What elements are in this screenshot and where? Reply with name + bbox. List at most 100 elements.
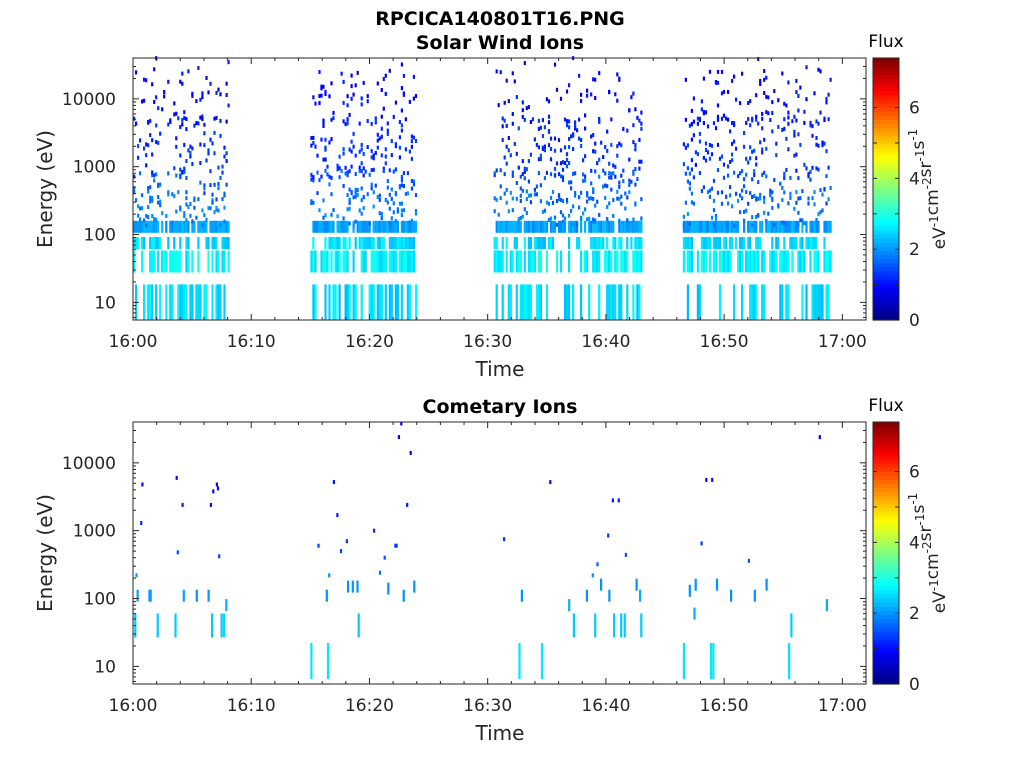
solar-wind-ions-flux-cell [725, 116, 728, 121]
solar-wind-ions-flux-cell [716, 168, 720, 173]
solar-wind-ions-flux-cell [501, 116, 504, 121]
solar-wind-ions-flux-cell [225, 220, 228, 233]
solar-wind-ions-flux-cell [360, 102, 363, 107]
solar-wind-ions-flux-cell [757, 57, 760, 61]
solar-wind-ions-flux-cell [698, 131, 701, 136]
cometary-ions-colorbar-swatch [873, 499, 899, 505]
solar-wind-ions-flux-cell [410, 134, 413, 139]
cometary-ions-colorbar-frame [872, 421, 900, 685]
solar-wind-ions-flux-cell [408, 237, 411, 249]
solar-wind-ions-flux-cell [823, 141, 826, 146]
solar-wind-ions-flux-cell [731, 141, 734, 146]
solar-wind-ions-flux-cell [404, 237, 407, 249]
solar-wind-ions-flux-cell [378, 197, 381, 202]
cometary-ions-colorbar-swatch [873, 638, 899, 644]
solar-wind-ions-flux-cell [557, 193, 561, 198]
solar-wind-ions-flux-cell [137, 155, 140, 160]
solar-wind-ions-flux-cell [314, 284, 317, 321]
cometary-ions-flux-cell [700, 541, 703, 546]
solar-wind-ions-flux-cell [310, 177, 313, 182]
solar-wind-ions-flux-cell [328, 140, 331, 145]
solar-wind-ions-flux-cell [797, 94, 800, 98]
cometary-ions-colorbar-swatch [873, 618, 899, 624]
solar-wind-ions-flux-cell [149, 199, 152, 204]
solar-wind-ions-flux-cell [570, 208, 573, 213]
cometary-ions-flux-cell [613, 613, 616, 638]
cometary-ions-flux-cell [705, 477, 708, 482]
solar-wind-ions-flux-cell [368, 221, 371, 226]
solar-wind-ions-flux-cell [139, 206, 142, 211]
solar-wind-ions-flux-cell [533, 192, 536, 197]
solar-wind-ions-flux-cell [614, 237, 617, 249]
solar-wind-ions-flux-cell [580, 144, 583, 148]
cometary-ions-y-tick-label: 1000 [73, 522, 116, 542]
solar-wind-ions-flux-cell [392, 210, 395, 215]
solar-wind-ions-flux-cell [330, 175, 333, 180]
solar-wind-ions-flux-cell [574, 220, 577, 233]
solar-wind-ions-flux-cell [586, 93, 589, 98]
cometary-ions-colorbar-swatch [873, 520, 899, 525]
solar-wind-ions-flux-cell [773, 222, 776, 227]
solar-wind-ions-flux-cell [328, 284, 331, 321]
solar-wind-ions-flux-cell [523, 117, 526, 122]
solar-wind-ions-flux-cell [370, 284, 373, 321]
solar-wind-ions-flux-cell [535, 192, 538, 197]
cometary-ions-flux-cell [400, 421, 403, 426]
solar-wind-ions-flux-cell [501, 250, 504, 273]
solar-wind-ions-flux-cell [753, 148, 756, 153]
solar-wind-ions-flux-cell [549, 172, 553, 177]
solar-wind-ions-flux-cell [153, 250, 156, 273]
solar-wind-ions-flux-cell [775, 141, 778, 146]
solar-wind-ions-flux-cell [155, 217, 158, 222]
solar-wind-ions-flux-cell [749, 220, 752, 233]
cometary-ions-flux-cell [596, 562, 599, 567]
solar-wind-ions-flux-cell [739, 250, 742, 273]
solar-wind-ions-flux-cell [783, 220, 786, 233]
solar-wind-ions-flux-cell [227, 103, 230, 108]
solar-wind-ions-flux-cell [729, 193, 732, 198]
solar-wind-ions-flux-cell [372, 237, 375, 249]
solar-wind-ions-flux-cell [688, 181, 691, 186]
solar-wind-ions-flux-cell [151, 173, 154, 178]
solar-wind-ions-flux-cell [763, 137, 766, 142]
solar-wind-ions-flux-cell [610, 220, 613, 233]
solar-wind-ions-flux-cell [378, 237, 381, 249]
solar-wind-ions-flux-cell [328, 182, 331, 187]
solar-wind-ions-flux-cell [606, 237, 609, 249]
solar-wind-ions-flux-cell [592, 187, 595, 192]
solar-wind-ions-flux-cell [350, 164, 353, 169]
solar-wind-ions-flux-cell [700, 250, 703, 273]
solar-wind-ions-flux-cell [163, 90, 166, 94]
solar-wind-ions-colorbar-swatch [873, 119, 899, 125]
solar-wind-ions-flux-cell [414, 284, 418, 321]
solar-wind-ions-flux-cell [694, 220, 697, 233]
solar-wind-ions-flux-cell [141, 193, 144, 198]
solar-wind-ions-flux-cell [797, 132, 800, 137]
solar-wind-ions-colorbar-swatch [873, 254, 899, 260]
solar-wind-ions-flux-cell [747, 201, 750, 206]
solar-wind-ions-colorbar-swatch [873, 123, 899, 129]
solar-wind-ions-flux-cell [574, 126, 577, 131]
solar-wind-ions-flux-cell [340, 222, 343, 227]
solar-wind-ions-flux-cell [636, 177, 639, 181]
solar-wind-ions-flux-cell [189, 284, 192, 321]
solar-wind-ions-flux-cell [519, 220, 522, 233]
solar-wind-ions-flux-cell [384, 197, 387, 202]
solar-wind-ions-flux-cell [209, 169, 212, 174]
solar-wind-ions-flux-cell [559, 210, 563, 215]
solar-wind-ions-flux-cell [727, 117, 730, 122]
solar-wind-ions-flux-cell [805, 166, 808, 171]
solar-wind-ions-flux-cell [394, 100, 397, 105]
solar-wind-ions-flux-cell [801, 237, 804, 249]
solar-wind-ions-flux-cell [722, 220, 726, 233]
solar-wind-ions-flux-cell [348, 206, 351, 211]
solar-wind-ions-flux-cell [342, 147, 345, 152]
solar-wind-ions-flux-cell [380, 215, 383, 220]
solar-wind-ions-colorbar-swatch [873, 82, 899, 88]
solar-wind-ions-flux-cell [574, 190, 577, 195]
solar-wind-ions-flux-cell [539, 284, 542, 321]
cometary-ions-x-tick-label: 16:40 [581, 696, 630, 716]
solar-wind-ions-flux-cell [559, 250, 563, 273]
solar-wind-ions-flux-cell [684, 171, 687, 176]
solar-wind-ions-flux-cell [213, 210, 216, 215]
